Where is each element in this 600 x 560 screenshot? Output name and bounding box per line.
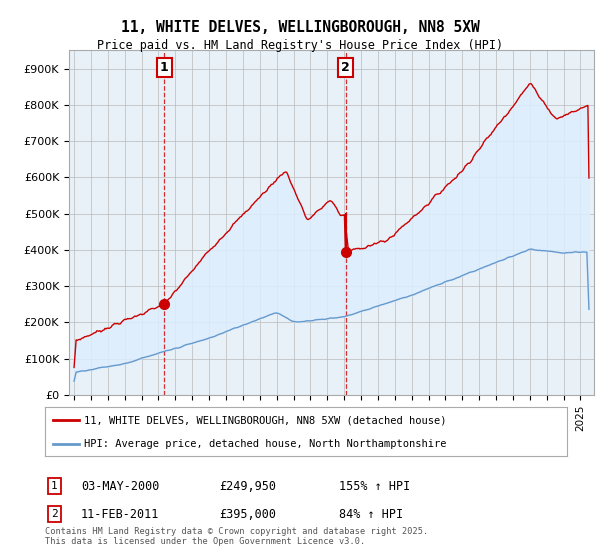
Text: 2: 2 [51,509,58,519]
Text: 11, WHITE DELVES, WELLINGBOROUGH, NN8 5XW (detached house): 11, WHITE DELVES, WELLINGBOROUGH, NN8 5X… [84,416,446,426]
Text: £395,000: £395,000 [219,507,276,521]
Text: Price paid vs. HM Land Registry's House Price Index (HPI): Price paid vs. HM Land Registry's House … [97,39,503,52]
Text: £249,950: £249,950 [219,479,276,493]
Text: Contains HM Land Registry data © Crown copyright and database right 2025.
This d: Contains HM Land Registry data © Crown c… [45,526,428,546]
Text: 11, WHITE DELVES, WELLINGBOROUGH, NN8 5XW: 11, WHITE DELVES, WELLINGBOROUGH, NN8 5X… [121,20,479,35]
Text: 11-FEB-2011: 11-FEB-2011 [81,507,160,521]
Text: 2: 2 [341,60,350,74]
Text: 1: 1 [51,481,58,491]
Text: 84% ↑ HPI: 84% ↑ HPI [339,507,403,521]
Text: 155% ↑ HPI: 155% ↑ HPI [339,479,410,493]
Text: HPI: Average price, detached house, North Northamptonshire: HPI: Average price, detached house, Nort… [84,439,446,449]
Text: 03-MAY-2000: 03-MAY-2000 [81,479,160,493]
Text: 1: 1 [160,60,169,74]
